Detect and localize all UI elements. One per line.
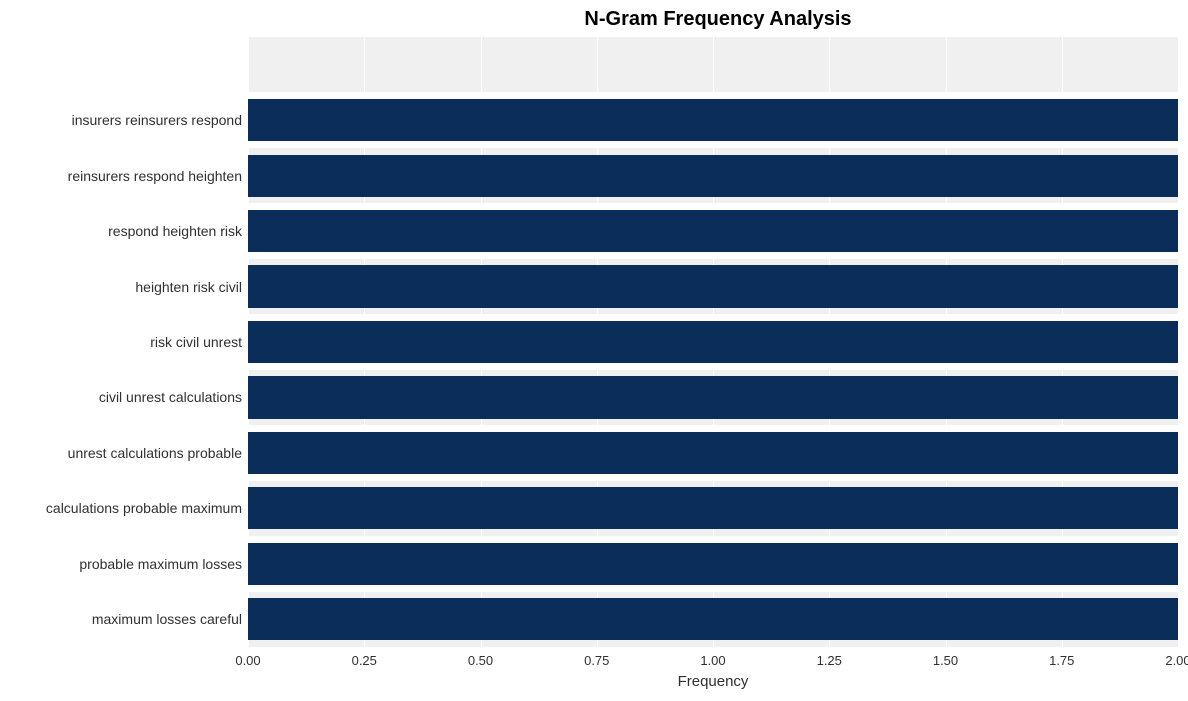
y-tick-label: respond heighten risk (108, 223, 242, 239)
y-axis-labels: insurers reinsurers respond reinsurers re… (0, 37, 248, 647)
x-tick-label: 0.25 (352, 653, 377, 668)
x-tick-label: 1.00 (700, 653, 725, 668)
bar (248, 598, 1178, 640)
plot-row: insurers reinsurers respond reinsurers re… (0, 37, 1188, 647)
y-tick-label: civil unrest calculations (99, 389, 242, 405)
gridline (1178, 37, 1179, 647)
bar (248, 321, 1178, 363)
chart-title: N-Gram Frequency Analysis (0, 0, 1188, 37)
y-tick-label: unrest calculations probable (68, 445, 242, 461)
y-tick-label: maximum losses careful (92, 611, 242, 627)
x-tick-label: 2.00 (1165, 653, 1188, 668)
x-tick-label: 1.75 (1049, 653, 1074, 668)
y-tick-label: heighten risk civil (135, 279, 242, 295)
plot-area (248, 37, 1178, 647)
x-tick-label: 1.50 (933, 653, 958, 668)
bar (248, 99, 1178, 141)
bar (248, 487, 1178, 529)
ngram-chart: N-Gram Frequency Analysis insurers reins… (0, 0, 1188, 693)
y-tick-label: risk civil unrest (150, 334, 242, 350)
bar (248, 265, 1178, 307)
y-tick-label: probable maximum losses (79, 556, 242, 572)
x-tick-label: 0.75 (584, 653, 609, 668)
bar (248, 432, 1178, 474)
y-tick-label: calculations probable maximum (46, 500, 242, 516)
y-tick-label: insurers reinsurers respond (72, 112, 242, 128)
bar (248, 155, 1178, 197)
x-tick-label: 1.25 (817, 653, 842, 668)
bar (248, 210, 1178, 252)
x-axis: Frequency 0.000.250.500.751.001.251.501.… (248, 647, 1178, 693)
bar (248, 543, 1178, 585)
bar (248, 376, 1178, 418)
x-tick-label: 0.50 (468, 653, 493, 668)
x-axis-label: Frequency (678, 673, 749, 690)
x-tick-label: 0.00 (235, 653, 260, 668)
y-tick-label: reinsurers respond heighten (68, 168, 242, 184)
